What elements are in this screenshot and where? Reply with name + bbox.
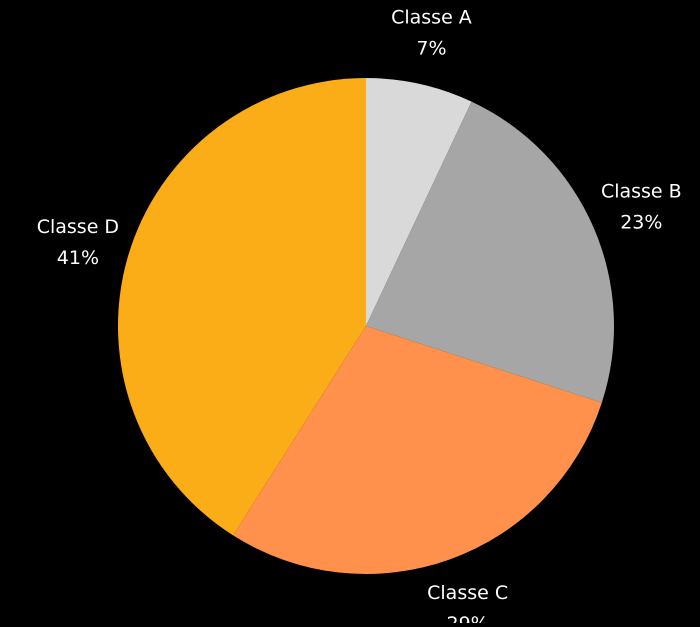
slice-label: Classe C (427, 582, 508, 604)
slice-label: Classe D (37, 216, 119, 238)
pie-slice (366, 78, 472, 326)
slice-value-label: 23% (620, 211, 662, 233)
slice-label: Classe A (391, 7, 472, 29)
slice-label: Classe B (601, 180, 682, 202)
slice-value-label: 41% (57, 247, 99, 269)
pie-slice (366, 101, 614, 403)
slice-value-label: 29% (447, 613, 489, 623)
pie-slice (233, 326, 602, 574)
slice-value-label: 7% (416, 38, 446, 60)
pie-slice (117, 78, 366, 536)
